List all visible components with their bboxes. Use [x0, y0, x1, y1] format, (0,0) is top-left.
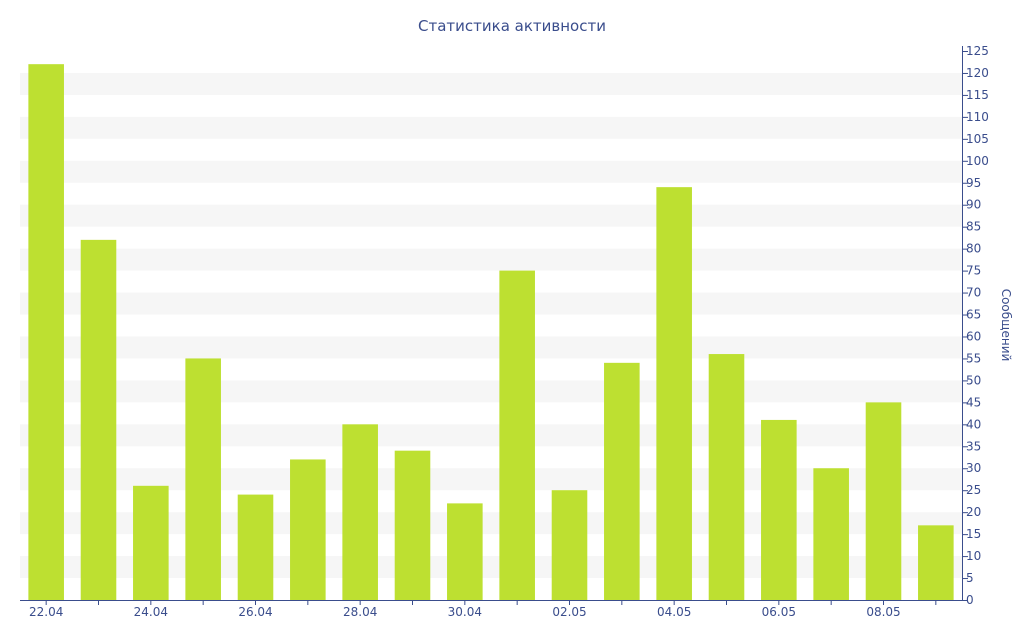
- bar-23.04: [80, 239, 117, 600]
- grid-band: [20, 204, 962, 227]
- y-tick-label: 20: [966, 505, 981, 519]
- bar-08.05: [865, 402, 902, 600]
- axes: 22.04 24.04 26.04 28.04 30.04 02.05 04.05 06.05…: [20, 44, 989, 619]
- y-tick-label: 75: [966, 264, 981, 278]
- y-tick-label: 125: [966, 44, 989, 58]
- y-tick-label: 50: [966, 373, 981, 387]
- bar-03.05: [604, 362, 640, 600]
- bar-01.05: [499, 270, 535, 600]
- bar-02.05: [551, 490, 588, 600]
- y-tick-label: 110: [966, 110, 989, 124]
- x-tick-label: 28.04: [343, 605, 377, 619]
- x-tick-label: 30.04: [448, 605, 482, 619]
- bars: [28, 64, 954, 601]
- bar-28.04: [342, 424, 378, 600]
- y-tick-label: 70: [966, 286, 981, 300]
- y-tick-label: 120: [966, 66, 989, 80]
- grid-band: [20, 116, 962, 139]
- bar-04.05: [656, 187, 692, 601]
- x-tick-label: 24.04: [134, 605, 168, 619]
- x-tick-label: 22.04: [29, 605, 63, 619]
- x-tick-label: 26.04: [238, 605, 272, 619]
- y-tick-label: 25: [966, 483, 981, 497]
- grid-band: [20, 336, 962, 359]
- y-tick-label: 115: [966, 88, 989, 102]
- x-tick-label: 04.05: [657, 605, 691, 619]
- y-tick-label: 40: [966, 417, 981, 431]
- grid-band: [20, 292, 962, 315]
- bar-29.04: [394, 450, 431, 600]
- bar-30.04: [447, 503, 483, 600]
- y-tick-label: 35: [966, 439, 981, 453]
- y-tick-label: 100: [966, 154, 989, 168]
- y-tick-label: 30: [966, 461, 981, 475]
- bar-26.04: [237, 494, 274, 600]
- y-tick-label: 90: [966, 198, 981, 212]
- y-tick-label: 10: [966, 549, 981, 563]
- y-tick-label: 80: [966, 242, 981, 256]
- x-tick-label: 02.05: [552, 605, 586, 619]
- bar-07.05: [813, 468, 849, 600]
- grid-band: [20, 72, 962, 95]
- y-tick-label: 5: [966, 571, 974, 585]
- grid-bands: [20, 72, 962, 579]
- y-axis-title: Сообщений: [999, 289, 1013, 362]
- grid-band: [20, 380, 962, 403]
- bar-05.05: [708, 354, 745, 600]
- y-tick-label: 85: [966, 220, 981, 234]
- grid-band: [20, 248, 962, 271]
- chart-title: Статистика активности: [418, 17, 606, 35]
- bar-27.04: [290, 459, 326, 600]
- y-tick-label: 105: [966, 132, 989, 146]
- bar-24.04: [133, 485, 169, 600]
- y-tick-label: 55: [966, 351, 981, 365]
- bar-09.05: [918, 525, 954, 600]
- y-tick-label: 95: [966, 176, 981, 190]
- y-tick-label: 15: [966, 527, 981, 541]
- bar-22.04: [28, 64, 64, 600]
- y-tick-label: 65: [966, 308, 981, 322]
- y-tick-label: 0: [966, 593, 974, 607]
- x-tick-label: 08.05: [866, 605, 900, 619]
- bar-25.04: [185, 358, 221, 600]
- y-tick-label: 60: [966, 329, 981, 343]
- x-tick-label: 06.05: [762, 605, 796, 619]
- grid-band: [20, 424, 962, 447]
- y-tick-label: 45: [966, 395, 981, 409]
- bar-06.05: [761, 419, 797, 600]
- grid-band: [20, 160, 962, 183]
